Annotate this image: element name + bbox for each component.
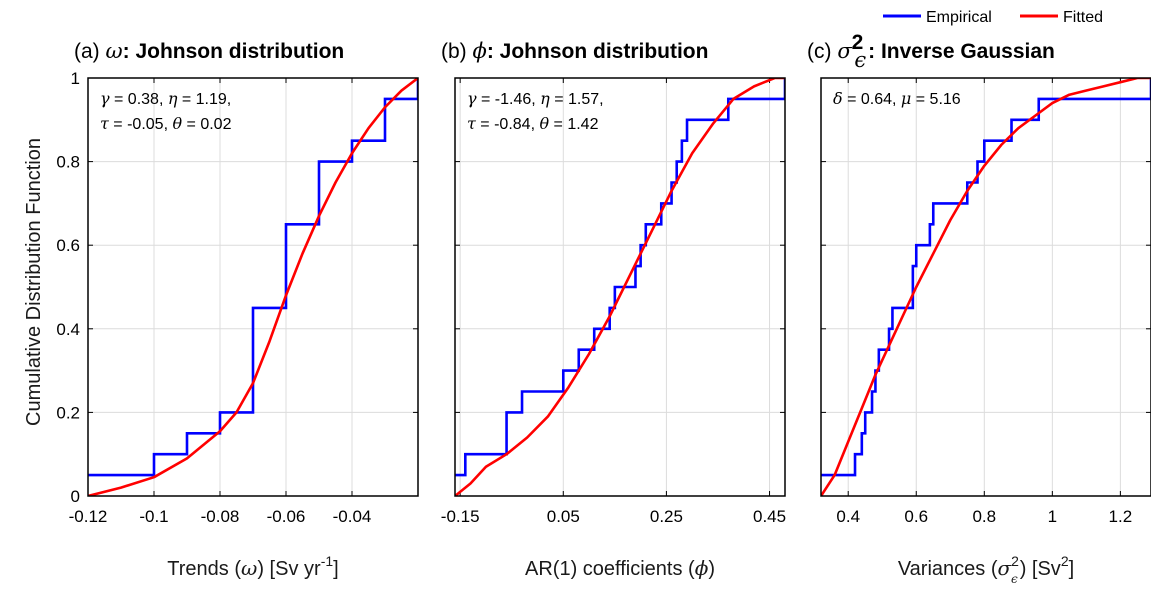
x-tick-label: 1.2 <box>1109 507 1133 526</box>
x-tick-label: 0.8 <box>972 507 996 526</box>
x-tick-label: -0.15 <box>441 507 480 526</box>
y-axis-label: Cumulative Distribution Function <box>23 138 45 426</box>
parameter-annotation: γ = 0.38, η = 1.19, <box>100 89 231 108</box>
legend-empirical-label: Empirical <box>926 9 992 26</box>
legend-fitted-label: Fitted <box>1063 9 1103 26</box>
legend: Empirical Fitted <box>883 9 1103 26</box>
x-tick-label: -0.04 <box>333 507 372 526</box>
plot-area <box>88 78 418 496</box>
panel-c: 0.4 0.6 0.8 1 1.2 (c) σ2 ϵ: Inverse Gaussian δ … <box>807 31 1151 586</box>
grid <box>455 78 785 496</box>
y-tick-label: 0.4 <box>56 320 80 339</box>
x-tick-label: 0.6 <box>904 507 928 526</box>
y-tick-label: 0.6 <box>56 236 80 255</box>
panel-title: (a) ω: Johnson distribution <box>74 39 344 63</box>
x-tick-label: -0.12 <box>69 507 108 526</box>
y-ticks: 0 0.2 0.4 0.6 0.8 1 <box>56 69 418 506</box>
x-tick-label: 0.45 <box>753 507 786 526</box>
x-tick-label: 0.25 <box>650 507 683 526</box>
x-tick-label: 0.4 <box>836 507 860 526</box>
y-tick-label: 0.8 <box>56 153 80 172</box>
fitted-series-line <box>88 78 418 496</box>
axes-frame <box>820 77 1151 497</box>
x-tick-label: 1 <box>1048 507 1057 526</box>
empirical-series-line <box>821 78 1151 477</box>
panel-b: -0.15 0.05 0.25 0.45 (b) ϕ: Johnson distribu… <box>441 39 786 580</box>
fitted-series-line <box>455 78 785 496</box>
x-ticks: -0.15 0.05 0.25 0.45 <box>441 78 786 526</box>
x-ticks: 0.4 0.6 0.8 1 1.2 <box>836 78 1132 526</box>
axes-frame <box>454 77 786 497</box>
x-tick-label: 0.05 <box>547 507 580 526</box>
parameter-annotation: δ = 0.64, μ = 5.16 <box>833 89 961 108</box>
panel-title: (b) ϕ: Johnson distribution <box>441 39 708 63</box>
x-tick-label: -0.08 <box>201 507 240 526</box>
y-tick-label: 0 <box>71 487 80 506</box>
axes-frame <box>87 77 419 497</box>
parameter-annotation: τ = -0.84, θ = 1.42 <box>467 114 599 133</box>
empirical-series-line <box>455 78 785 477</box>
x-ticks: -0.12 -0.1 -0.08 -0.06 -0.04 <box>69 78 372 526</box>
plot-area <box>455 78 785 496</box>
fitted-series-line <box>821 78 1151 496</box>
parameter-annotation: γ = -1.46, η = 1.57, <box>467 89 604 108</box>
panel-title: (c) σ2 ϵ: Inverse Gaussian <box>807 31 1055 72</box>
parameter-annotation: τ = -0.05, θ = 0.02 <box>100 114 232 133</box>
x-tick-label: -0.1 <box>139 507 168 526</box>
panel-a: -0.12 -0.1 -0.08 -0.06 -0.04 0 0.2 0.4 0.6 0.8 1 (a… <box>56 39 419 580</box>
x-axis-label: Trends (ω) [Sv yr-1] <box>167 553 338 580</box>
plot-area <box>821 78 1151 496</box>
x-axis-label: AR(1) coefficients (ϕ) <box>525 556 715 580</box>
empirical-series-line <box>88 78 418 477</box>
y-tick-label: 0.2 <box>56 403 80 422</box>
x-axis-label: Variances (σ2 ϵ) [Sv2] <box>898 553 1074 586</box>
y-tick-label: 1 <box>71 69 80 88</box>
x-tick-label: -0.06 <box>267 507 306 526</box>
